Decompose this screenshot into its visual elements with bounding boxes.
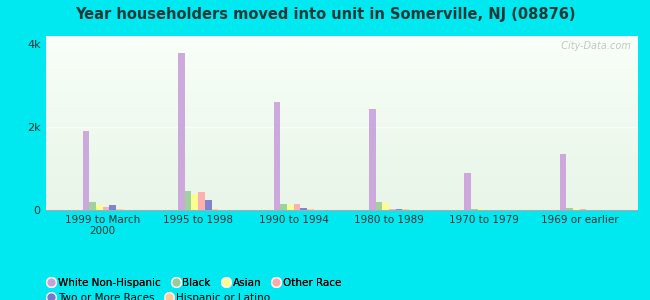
- Bar: [274, 102, 280, 210]
- Bar: [280, 204, 287, 210]
- Bar: [389, 208, 396, 210]
- Bar: [580, 209, 586, 210]
- Bar: [478, 209, 484, 210]
- Bar: [464, 173, 471, 210]
- Bar: [83, 131, 90, 210]
- Bar: [178, 52, 185, 210]
- Bar: [471, 209, 478, 210]
- Bar: [90, 202, 96, 210]
- Bar: [376, 202, 382, 210]
- Legend: Two or More Races, Hispanic or Latino: Two or More Races, Hispanic or Latino: [44, 288, 274, 300]
- Bar: [307, 209, 313, 210]
- Bar: [369, 109, 376, 210]
- Bar: [396, 209, 402, 210]
- Bar: [205, 200, 211, 210]
- Bar: [300, 208, 307, 210]
- Bar: [573, 209, 580, 210]
- Bar: [382, 203, 389, 210]
- Bar: [402, 209, 409, 210]
- Bar: [185, 191, 192, 210]
- Bar: [566, 208, 573, 210]
- Bar: [294, 204, 300, 210]
- Bar: [103, 207, 109, 210]
- Bar: [560, 154, 566, 210]
- Bar: [198, 192, 205, 210]
- Text: Year householders moved into unit in Somerville, NJ (08876): Year householders moved into unit in Som…: [75, 8, 575, 22]
- Bar: [211, 209, 218, 210]
- Text: City-Data.com: City-Data.com: [555, 41, 631, 51]
- Bar: [287, 205, 294, 210]
- Legend: White Non-Hispanic, Black, Asian, Other Race: White Non-Hispanic, Black, Asian, Other …: [44, 273, 346, 292]
- Bar: [192, 194, 198, 210]
- Bar: [109, 205, 116, 210]
- Bar: [593, 209, 600, 210]
- Bar: [96, 205, 103, 210]
- Bar: [484, 209, 491, 210]
- Bar: [116, 209, 123, 210]
